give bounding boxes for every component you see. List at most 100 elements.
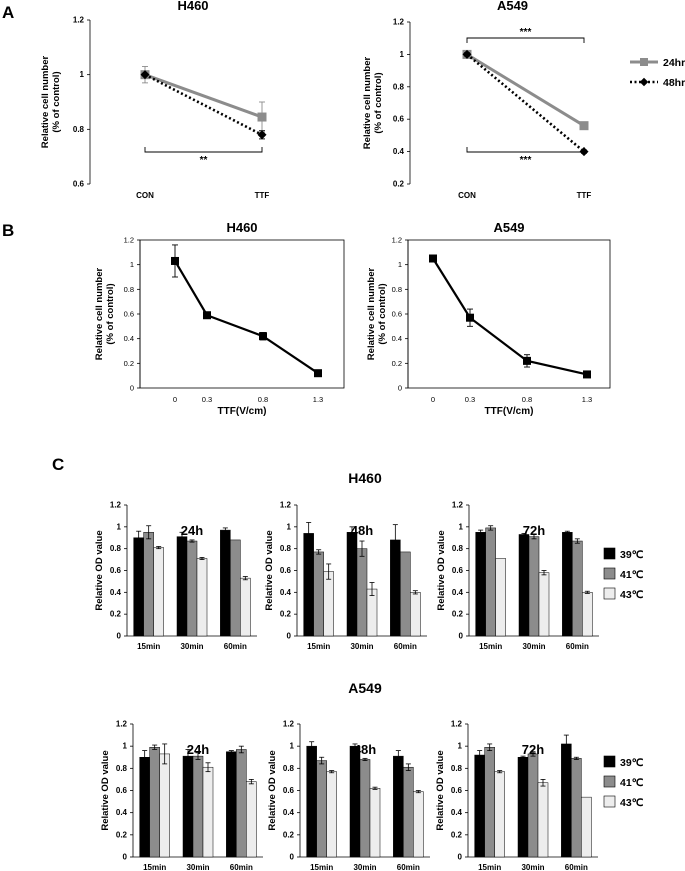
c-h460-48h-ylabel: Relative OD value xyxy=(264,530,275,610)
c-h460-24h-ytick-label: 1.2 xyxy=(110,501,122,510)
a-h460-title: H460 xyxy=(177,0,208,13)
a-h460-series-line-1 xyxy=(144,73,263,136)
b-a549-data-point xyxy=(466,313,474,322)
c-h460-24h-bar-0 xyxy=(176,536,188,637)
c-h460-72h-ytick-label: 1.2 xyxy=(452,501,464,510)
c-a549-72h-ytick-label: 0.2 xyxy=(451,830,463,839)
c-a549-24h-bar-0 xyxy=(139,757,150,858)
a-a549-xtick-label: CON xyxy=(458,191,476,200)
c-h460-72h-ylabel: Relative OD value xyxy=(436,530,447,610)
b-h460-xtick-label: 1.3 xyxy=(313,395,323,404)
c-h460-72h-bar-1 xyxy=(528,536,540,637)
c-h460-48h-bar-1 xyxy=(313,551,324,637)
c-h460-24h-bar-2 xyxy=(196,558,208,637)
c-a549-72h-title: 72h xyxy=(522,742,544,757)
c-h460-72h-xtick-label: 15min xyxy=(479,642,502,651)
b-h460-ylabel: Relative cell number xyxy=(94,268,105,361)
b-h460-ytick-label: 0 xyxy=(130,384,134,393)
a-a549-significance-bracket xyxy=(466,147,585,153)
c-a549-24h-ytick-label: 0.4 xyxy=(116,808,128,817)
c-h460-72h-ytick-label: 0.8 xyxy=(452,544,464,553)
c-h460-72h-bar-2 xyxy=(538,572,550,637)
c-a549-24h-ytick-label: 0.2 xyxy=(116,830,128,839)
a-a549-xtick-label: TTF xyxy=(577,191,592,200)
b-a549-ytick-label: 0.6 xyxy=(392,310,402,319)
c-a549-72h-xtick-label: 30min xyxy=(521,863,544,871)
c-h460-24h-bar-2 xyxy=(153,547,164,637)
c-h460-24h-ytick-label: 0.8 xyxy=(110,544,122,553)
c-h460-24h-ylabel: Relative OD value xyxy=(94,530,105,610)
c-h460-48h-xtick-label: 60min xyxy=(394,642,417,651)
c-a549-48h-xtick-label: 30min xyxy=(353,863,376,871)
b-h460-frame xyxy=(139,239,345,389)
c-a549-72h-xtick-label: 60min xyxy=(565,863,588,871)
c-h460-72h-bar-2 xyxy=(495,558,506,637)
chart-B-A549: A549 Relative cell number (% of control) 0 0… xyxy=(366,220,611,417)
c-a549-48h-bar-0 xyxy=(349,745,361,858)
a-a549-ytick-label: 1 xyxy=(400,50,405,59)
c-h460-72h-ytick-label: 0.2 xyxy=(452,610,464,619)
a-h460-ytick-label: 1 xyxy=(80,70,85,79)
b-a549-ylabel: (% of control) xyxy=(377,283,388,344)
c-h460-24h-xtick-label: 60min xyxy=(224,642,247,651)
c-h460-72h-legend-label: 41℃ xyxy=(620,569,644,581)
c-a549-72h-legend-label: 39℃ xyxy=(620,757,644,769)
c-h460-24h-bar-1 xyxy=(143,532,154,637)
c-a549-48h-ytick-label: 1.2 xyxy=(283,720,295,729)
b-a549-data-point xyxy=(429,254,437,263)
a-h460-xtick-label: CON xyxy=(136,191,154,200)
c-a549-72h-ytick-label: 0.6 xyxy=(451,786,463,795)
charts-layer: H460 Relative cell number (% of control) 0.… xyxy=(40,0,685,871)
c-a549-48h-bar-2 xyxy=(413,791,424,858)
c-a549-48h-ytick-label: 1 xyxy=(290,742,295,751)
c-h460-72h-legend-swatch xyxy=(603,587,616,600)
c-a549-72h-bar-2 xyxy=(537,782,549,858)
group-title-a549: A549 xyxy=(348,680,382,696)
c-h460-48h-xtick-label: 15min xyxy=(307,642,330,651)
b-h460-data-point xyxy=(171,256,179,265)
c-a549-72h-ytick-label: 1.2 xyxy=(451,720,463,729)
c-a549-24h-bar-1 xyxy=(149,747,160,858)
a-a549-legend-marker xyxy=(640,58,648,66)
c-h460-48h-ytick-label: 0 xyxy=(287,632,292,641)
c-a549-48h-bar-0 xyxy=(306,745,317,858)
c-h460-72h-xtick-label: 30min xyxy=(522,642,545,651)
b-h460-xtick-label: 0.3 xyxy=(202,395,212,404)
chart-C-H460-24h: 24h Relative OD value 0 0.2 0.4 0.6 0.8 1 1.2 15m… xyxy=(94,501,257,651)
panel-label-c: C xyxy=(52,455,64,474)
c-a549-72h-bar-0 xyxy=(474,754,485,858)
b-a549-xlabel: TTF(V/cm) xyxy=(485,406,534,417)
c-a549-72h-ytick-label: 0.8 xyxy=(451,764,463,773)
b-h460-data-point xyxy=(203,311,211,320)
b-a549-xtick-label: 1.3 xyxy=(582,395,592,404)
c-h460-48h-bar-1 xyxy=(400,551,411,637)
c-a549-48h-ytick-label: 0.8 xyxy=(283,764,295,773)
c-a549-24h-bar-0 xyxy=(226,751,237,858)
c-a549-48h-bar-2 xyxy=(326,771,337,858)
c-h460-24h-xtick-label: 30min xyxy=(180,642,203,651)
a-a549-legend-label: 24hr xyxy=(663,57,685,69)
c-h460-72h-bar-0 xyxy=(518,534,530,637)
b-h460-data-point xyxy=(314,369,322,378)
b-h460-xtick-label: 0 xyxy=(173,395,177,404)
c-a549-24h-bar-2 xyxy=(246,781,257,858)
a-a549-ytick-label: 1.2 xyxy=(393,18,405,27)
chart-C-A549-24h: 24h Relative OD value 0 0.2 0.4 0.6 0.8 1 1.2 15m… xyxy=(100,720,263,871)
c-h460-72h-ytick-label: 0 xyxy=(459,632,464,641)
c-h460-24h-ytick-label: 0.4 xyxy=(110,588,122,597)
panel-label-a: A xyxy=(2,3,14,22)
b-a549-title: A549 xyxy=(493,220,524,235)
c-a549-48h-ytick-label: 0 xyxy=(290,853,295,862)
c-h460-72h-ytick-label: 0.6 xyxy=(452,566,464,575)
c-h460-24h-bar-1 xyxy=(186,540,198,637)
c-h460-48h-ytick-label: 0.4 xyxy=(280,588,292,597)
b-h460-title: H460 xyxy=(226,220,257,235)
c-h460-48h-bar-0 xyxy=(303,533,314,637)
b-a549-series-line-0 xyxy=(432,257,588,376)
c-h460-24h-xtick-label: 15min xyxy=(137,642,160,651)
c-h460-72h-legend-label: 43℃ xyxy=(620,589,644,601)
c-h460-72h-legend-swatch xyxy=(603,567,616,580)
